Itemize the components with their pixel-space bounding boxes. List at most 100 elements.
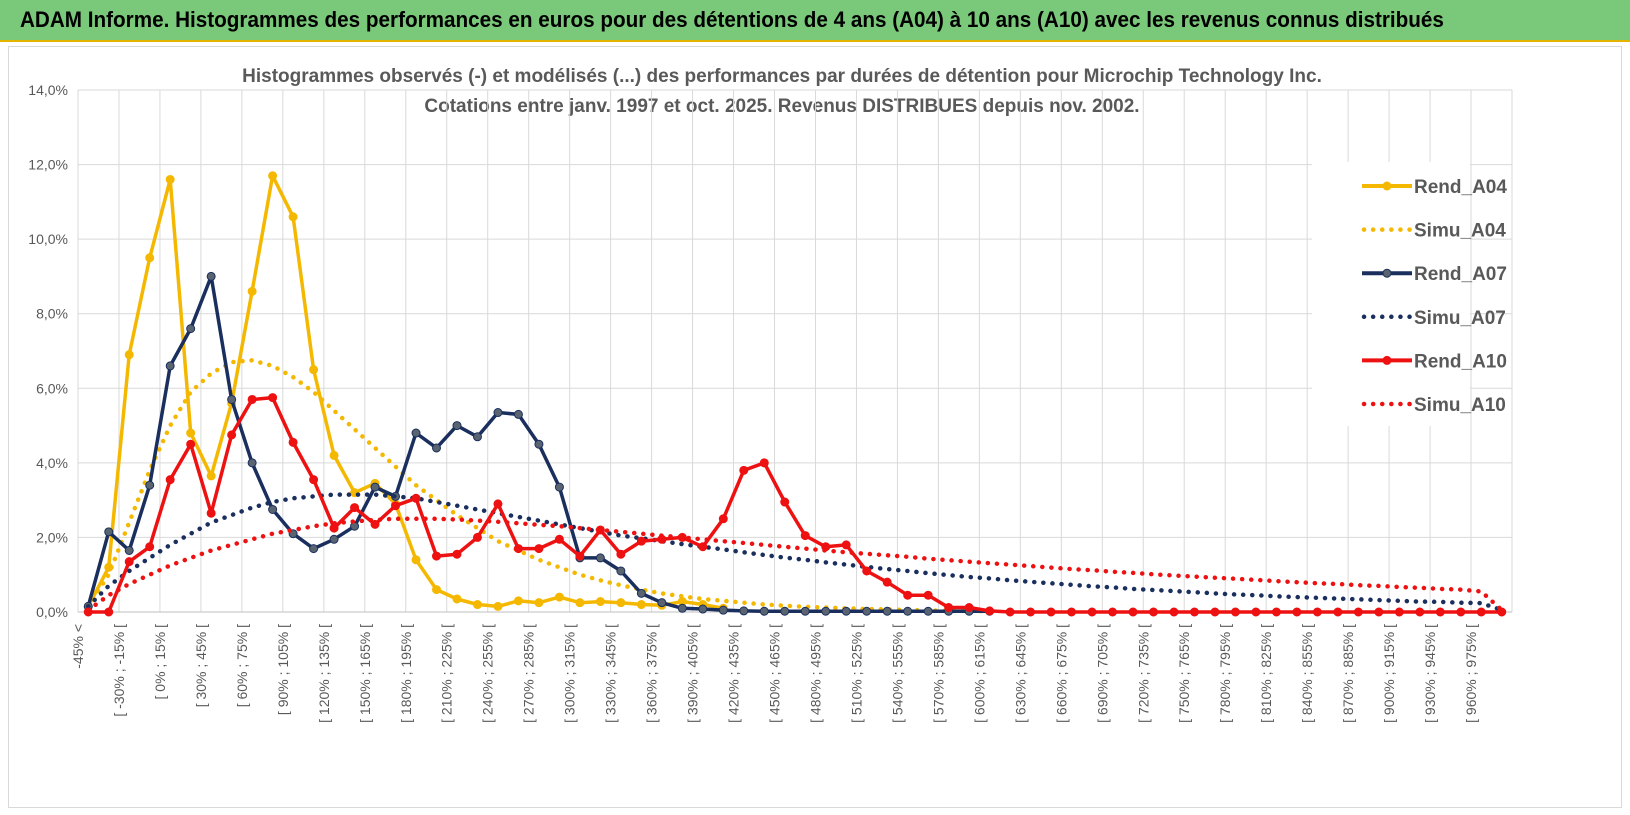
data-point: [411, 555, 421, 565]
data-point: [841, 540, 851, 550]
data-point: [677, 603, 687, 613]
data-point: [1435, 607, 1445, 617]
data-point: [1415, 607, 1425, 617]
data-point: [513, 596, 523, 606]
data-point: [247, 458, 257, 468]
data-point: [1005, 607, 1015, 617]
data-point: [1394, 607, 1404, 617]
data-point: [1456, 607, 1466, 617]
data-point: [124, 545, 134, 555]
x-tick-label: [ 930% ; 945% [: [1422, 624, 1438, 723]
series-line-simu-a07: [85, 492, 1505, 613]
data-point: [554, 534, 564, 544]
data-point: [923, 590, 933, 600]
data-point: [288, 212, 298, 222]
data-point: [145, 480, 155, 490]
legend-item-rend-a04: Rend_A04: [1362, 177, 1507, 198]
x-tick-label: [ 30% ; 45% [: [193, 624, 209, 707]
data-point: [370, 519, 380, 529]
data-point: [1128, 607, 1138, 617]
data-point: [432, 443, 441, 453]
data-point: [964, 603, 974, 613]
data-point: [165, 475, 175, 485]
x-tick-label: [ 240% ; 255% [: [480, 624, 496, 723]
x-tick-label: [ 480% ; 495% [: [807, 624, 823, 723]
data-point: [1067, 607, 1077, 617]
x-tick-label: [ 90% ; 105% [: [275, 624, 291, 715]
data-point: [513, 409, 523, 419]
y-tick-label: 10,0%: [28, 231, 68, 247]
data-point: [1353, 607, 1363, 617]
data-point: [718, 514, 728, 524]
x-tick-label: [ 360% ; 375% [: [644, 624, 660, 723]
x-tick-label: [ 780% ; 795% [: [1217, 624, 1233, 723]
data-point: [145, 542, 155, 552]
legend-label: Simu_A10: [1414, 395, 1506, 416]
data-point: [616, 549, 626, 559]
data-point: [104, 527, 114, 537]
data-point: [841, 606, 851, 616]
data-point: [186, 324, 196, 334]
x-tick-label: [ 420% ; 435% [: [726, 624, 742, 723]
data-point: [554, 482, 564, 492]
legend-item-rend-a07: Rend_A07: [1362, 264, 1507, 285]
data-point: [1271, 607, 1281, 617]
data-point: [472, 432, 482, 442]
x-tick-label: [ -30% ; -15% [: [111, 624, 127, 717]
x-tick-label: [ 870% ; 885% [: [1340, 624, 1356, 723]
x-tick-label: -45% <: [70, 624, 86, 669]
legend-label: Rend_A07: [1414, 264, 1507, 285]
y-axis-ticks: 0,0% 2,0% 4,0% 6,0% 8,0% 10,0% 12,0% 14,0%: [28, 82, 68, 620]
data-point: [247, 286, 257, 296]
data-point: [227, 430, 237, 440]
data-point: [944, 603, 954, 613]
data-point: [1312, 607, 1322, 617]
data-point: [636, 600, 646, 610]
x-tick-label: [ 120% ; 135% [: [316, 624, 332, 723]
data-point: [370, 482, 380, 492]
data-point: [780, 606, 790, 616]
legend-item-simu-a10: Simu_A10: [1361, 395, 1506, 416]
data-point: [268, 171, 278, 181]
data-point: [472, 532, 482, 542]
legend: Rend_A04 Simu_A04 Rend_A07 Simu_A07 Rend_A10…: [1361, 177, 1507, 416]
x-tick-label: [ 540% ; 555% [: [889, 624, 905, 723]
x-tick-label: [ 840% ; 855% [: [1299, 624, 1315, 723]
legend-label: Rend_A10: [1414, 351, 1507, 372]
x-tick-label: [ 390% ; 405% [: [685, 624, 701, 723]
data-point: [1292, 607, 1302, 617]
data-point: [432, 551, 441, 561]
data-point: [780, 497, 790, 507]
legend-marker: [1382, 181, 1392, 191]
y-tick-label: 6,0%: [36, 380, 68, 396]
data-point: [595, 553, 605, 563]
x-tick-label: [ 690% ; 705% [: [1094, 624, 1110, 723]
data-point: [329, 450, 339, 460]
series-line-simu-a10: [85, 516, 1505, 613]
legend-item-rend-a10: Rend_A10: [1362, 351, 1507, 372]
x-tick-label: [ 210% ; 225% [: [439, 624, 455, 723]
data-point: [923, 606, 933, 616]
data-point: [1108, 607, 1118, 617]
data-point: [268, 393, 278, 403]
legend-marker: [1382, 268, 1392, 278]
data-point: [206, 271, 216, 281]
data-point: [186, 428, 196, 438]
data-point: [882, 606, 892, 616]
data-point: [1374, 607, 1384, 617]
legend-item-simu-a07: Simu_A07: [1361, 308, 1506, 329]
data-point: [657, 598, 667, 608]
legend-label: Simu_A04: [1414, 221, 1506, 242]
x-tick-label: [ 0% ; 15% [: [152, 624, 168, 700]
data-point: [329, 534, 339, 544]
legend-label: Simu_A07: [1414, 308, 1506, 329]
x-tick-label: [ 510% ; 525% [: [848, 624, 864, 723]
y-tick-label: 14,0%: [28, 82, 68, 98]
data-point: [206, 508, 216, 518]
data-point: [452, 549, 462, 559]
data-point: [1149, 607, 1158, 617]
data-point: [247, 394, 257, 404]
x-tick-label: [ 630% ; 645% [: [1012, 624, 1028, 723]
x-tick-label: [ 660% ; 675% [: [1053, 624, 1069, 723]
data-point: [165, 361, 175, 371]
